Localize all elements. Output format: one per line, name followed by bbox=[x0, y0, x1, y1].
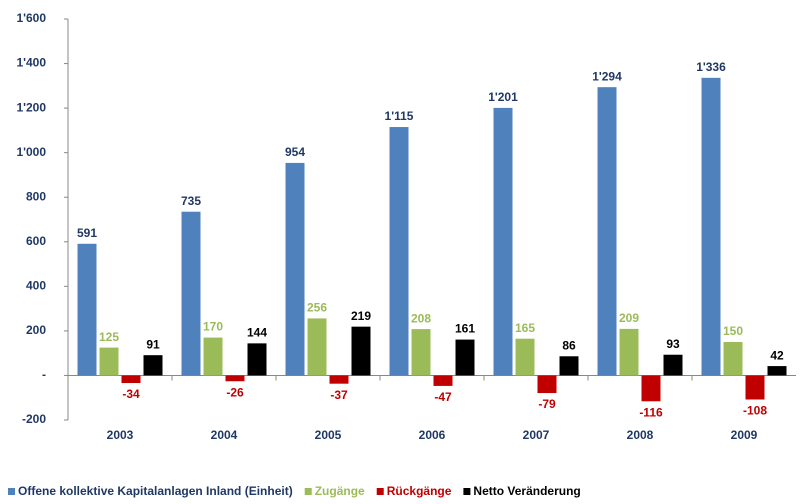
y-tick-label: 400 bbox=[26, 279, 46, 293]
data-label: -108 bbox=[743, 404, 767, 418]
bar bbox=[641, 375, 661, 402]
bar bbox=[77, 243, 97, 376]
data-label: 91 bbox=[146, 337, 160, 351]
bar bbox=[411, 329, 431, 376]
data-label: 1'115 bbox=[385, 109, 414, 123]
x-tick-label: 2006 bbox=[419, 428, 446, 442]
bar bbox=[455, 339, 475, 376]
data-label: 86 bbox=[562, 338, 576, 352]
data-label: -47 bbox=[434, 390, 452, 404]
y-tick-label: 1'000 bbox=[16, 145, 46, 159]
data-label: 256 bbox=[307, 301, 327, 315]
bar bbox=[285, 162, 305, 376]
bar bbox=[559, 356, 579, 376]
bar bbox=[493, 107, 513, 376]
bar bbox=[745, 375, 765, 400]
bar bbox=[329, 375, 349, 384]
bar bbox=[701, 77, 721, 376]
bar bbox=[225, 375, 245, 382]
bar bbox=[767, 366, 787, 376]
bar bbox=[143, 355, 163, 376]
data-label: 735 bbox=[181, 194, 201, 208]
data-label: -116 bbox=[639, 405, 663, 419]
y-tick-label: - bbox=[42, 368, 46, 382]
x-tick-label: 2007 bbox=[523, 428, 550, 442]
bar bbox=[433, 375, 453, 386]
legend-swatch bbox=[463, 488, 471, 495]
data-label: 144 bbox=[247, 326, 267, 340]
bar bbox=[99, 347, 119, 376]
x-tick-label: 2009 bbox=[731, 428, 758, 442]
x-tick-label: 2003 bbox=[107, 428, 134, 442]
data-label: 170 bbox=[203, 320, 223, 334]
bar bbox=[181, 211, 201, 376]
data-label: 93 bbox=[666, 337, 680, 351]
data-label: 1'336 bbox=[696, 60, 726, 74]
x-tick-label: 2004 bbox=[211, 428, 238, 442]
data-label: 208 bbox=[411, 311, 431, 325]
data-label: 219 bbox=[351, 309, 371, 323]
bar bbox=[537, 375, 557, 394]
data-label: 161 bbox=[455, 322, 475, 336]
legend-label: Zugänge bbox=[315, 484, 365, 498]
y-tick-label: 200 bbox=[26, 323, 46, 337]
x-tick-label: 2005 bbox=[315, 428, 342, 442]
data-label: 209 bbox=[619, 311, 639, 325]
legend-label: Offene kollektive Kapitalanlagen Inland … bbox=[18, 484, 293, 498]
y-tick-label: -200 bbox=[22, 412, 46, 426]
data-label: 42 bbox=[770, 348, 784, 362]
data-label: 125 bbox=[99, 330, 119, 344]
legend-swatch bbox=[8, 488, 15, 495]
data-label: -79 bbox=[538, 397, 556, 411]
bar bbox=[723, 342, 743, 376]
bar bbox=[515, 338, 535, 376]
data-label: -37 bbox=[330, 388, 348, 402]
bar bbox=[389, 127, 409, 376]
data-label: -34 bbox=[122, 387, 140, 401]
bar bbox=[351, 326, 371, 376]
y-tick-label: 1'600 bbox=[16, 11, 46, 25]
y-tick-label: 1'400 bbox=[16, 56, 46, 70]
bar bbox=[247, 343, 267, 376]
data-label: 1'294 bbox=[592, 69, 622, 83]
bar bbox=[121, 375, 141, 384]
legend-swatch bbox=[376, 488, 384, 495]
legend-label: Rückgänge bbox=[387, 484, 452, 498]
data-label: 954 bbox=[285, 145, 305, 159]
y-tick-label: 800 bbox=[26, 189, 46, 203]
bar bbox=[307, 318, 327, 376]
bar bbox=[663, 354, 683, 376]
x-tick-label: 2008 bbox=[627, 428, 654, 442]
bar bbox=[597, 87, 617, 376]
bar bbox=[619, 328, 639, 376]
legend-label: Netto Veränderung bbox=[473, 484, 580, 498]
data-label: 150 bbox=[723, 324, 743, 338]
data-label: -26 bbox=[226, 385, 244, 399]
y-tick-label: 1'200 bbox=[16, 100, 46, 114]
data-label: 591 bbox=[77, 226, 97, 240]
bar bbox=[203, 337, 223, 376]
data-label: 1'201 bbox=[488, 90, 518, 104]
legend-swatch bbox=[304, 488, 312, 495]
y-tick-label: 600 bbox=[26, 234, 46, 248]
data-label: 165 bbox=[515, 321, 535, 335]
